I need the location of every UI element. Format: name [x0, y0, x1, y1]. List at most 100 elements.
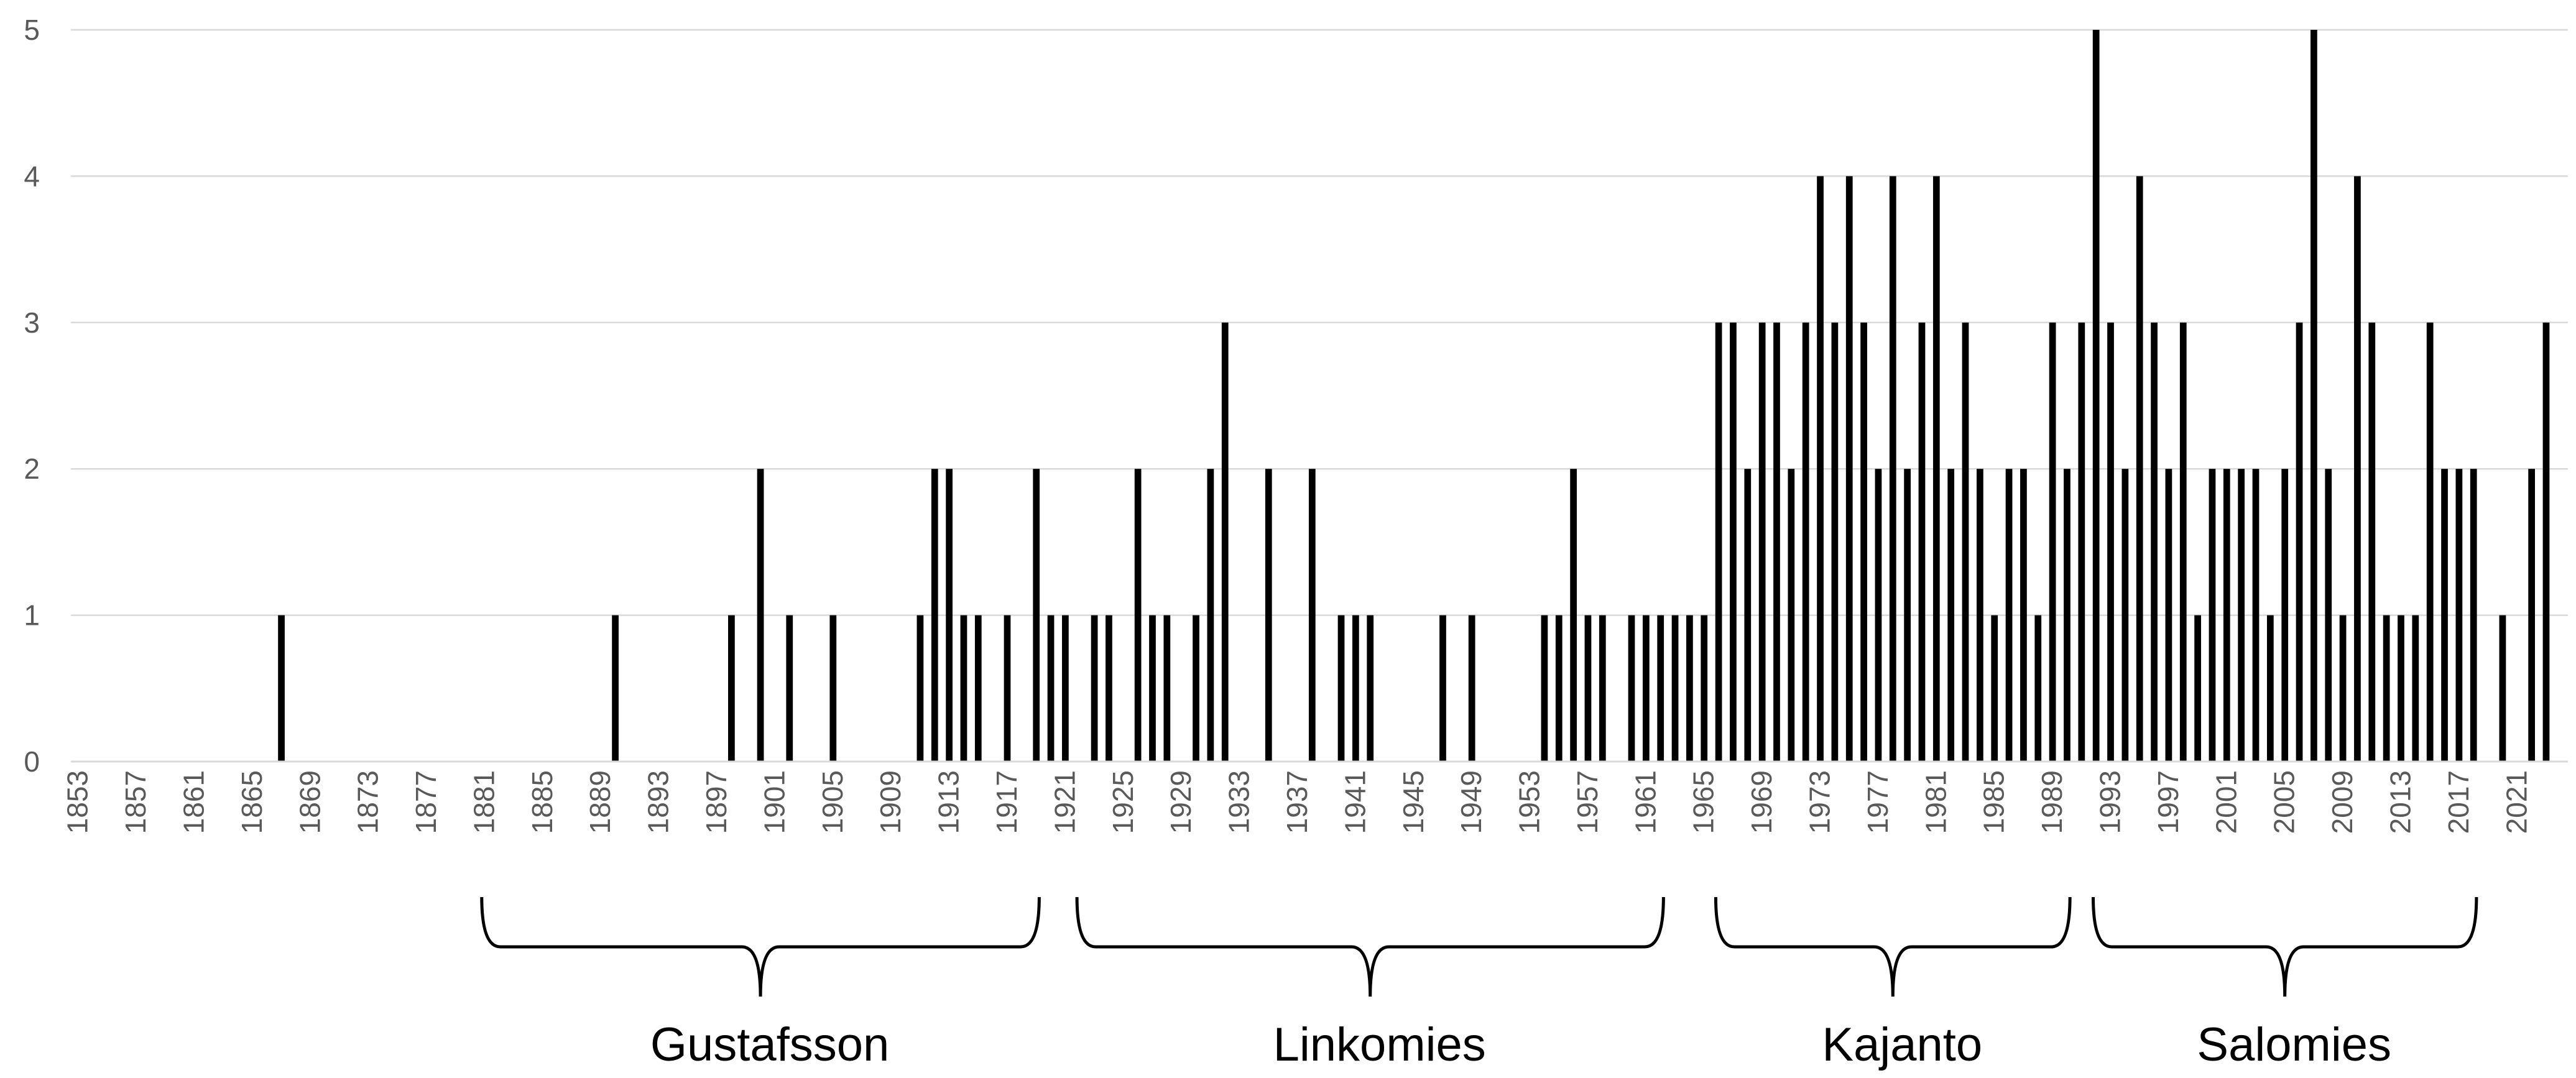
- period-brace: [2091, 896, 2478, 997]
- bar-2008: [2325, 469, 2332, 762]
- x-tick-label: 1861: [177, 770, 210, 834]
- bar-1947: [1439, 615, 1446, 762]
- bar-1966: [1715, 322, 1722, 762]
- bar-1913: [946, 469, 953, 762]
- bar-1961: [1642, 615, 1650, 762]
- bars: [278, 30, 2550, 762]
- x-tick-label: 1933: [1223, 770, 1255, 834]
- x-tick-label: 1857: [119, 770, 152, 834]
- bar-2015: [2426, 322, 2434, 762]
- y-tick-label: 5: [24, 14, 40, 46]
- period-brace: [1714, 896, 2072, 997]
- bar-2004: [2266, 615, 2274, 762]
- bar-1932: [1221, 322, 1229, 762]
- bar-1997: [2165, 469, 2172, 762]
- bar-1983: [1962, 322, 1969, 762]
- bar-1938: [1308, 469, 1316, 762]
- bar-2011: [2368, 322, 2376, 762]
- bar-1970: [1773, 322, 1780, 762]
- bar-1940: [1337, 615, 1345, 762]
- bar-2020: [2499, 615, 2506, 762]
- period-label: Kajanto: [1822, 1018, 1982, 1071]
- bar-2002: [2238, 469, 2245, 762]
- x-tick-label: 1993: [2094, 770, 2126, 834]
- x-tick-label: 1881: [468, 770, 500, 834]
- y-tick-label: 1: [24, 599, 40, 632]
- x-tick-label: 1929: [1165, 770, 1197, 834]
- x-tick-label: 1925: [1107, 770, 1139, 834]
- x-tick-label: 1897: [700, 770, 732, 834]
- bar-1920: [1047, 615, 1055, 762]
- x-tick-label: 2009: [2326, 770, 2358, 834]
- bar-1900: [757, 469, 764, 762]
- bar-1965: [1701, 615, 1708, 762]
- bar-1984: [1977, 469, 1983, 762]
- bar-1921: [1062, 615, 1069, 762]
- x-axis-tick-labels: 1853 1857 1861 1865 1869 1873 1877 1881 1885 1889…: [62, 770, 2533, 834]
- x-tick-label: 1885: [526, 770, 558, 834]
- x-tick-label: 1981: [1919, 770, 1952, 834]
- bar-1968: [1744, 469, 1752, 762]
- bar-1982: [1947, 469, 1955, 762]
- bar-1958: [1599, 615, 1606, 762]
- bar-1979: [1904, 469, 1911, 762]
- x-tick-label: 1921: [1048, 770, 1081, 834]
- x-tick-label: 1901: [758, 770, 790, 834]
- y-tick-label: 0: [24, 745, 40, 778]
- x-tick-label: 1969: [1745, 770, 1778, 834]
- bar-1917: [1004, 615, 1011, 762]
- x-tick-label: 2001: [2210, 770, 2242, 834]
- bar-1957: [1584, 615, 1592, 762]
- bar-1890: [612, 615, 619, 762]
- x-tick-label: 1949: [1455, 770, 1487, 834]
- bar-1974: [1831, 322, 1839, 762]
- bar-1987: [2020, 469, 2027, 762]
- bar-1954: [1541, 615, 1548, 762]
- bar-1911: [916, 615, 924, 762]
- x-tick-label: 1909: [874, 770, 907, 834]
- x-tick-label: 1893: [642, 770, 675, 834]
- bar-1914: [960, 615, 967, 762]
- bar-1998: [2179, 322, 2187, 762]
- bar-1867: [278, 615, 285, 762]
- x-tick-label: 1945: [1397, 770, 1429, 834]
- bar-1967: [1730, 322, 1737, 762]
- bar-1981: [1932, 176, 1940, 762]
- x-tick-label: 1905: [816, 770, 849, 834]
- x-tick-label: 1865: [236, 770, 268, 834]
- period-label: Gustafsson: [650, 1018, 889, 1071]
- bar-1926: [1134, 469, 1142, 762]
- x-tick-label: 1973: [1804, 770, 1836, 834]
- y-tick-label: 3: [24, 306, 40, 339]
- bar-1927: [1149, 615, 1156, 762]
- bar-1964: [1686, 615, 1693, 762]
- bar-2000: [2209, 469, 2216, 762]
- bar-1924: [1106, 615, 1112, 762]
- bar-2018: [2470, 469, 2477, 762]
- bar-1990: [2064, 469, 2070, 762]
- x-tick-label: 1961: [1629, 770, 1661, 834]
- x-tick-label: 1985: [1978, 770, 2010, 834]
- bar-1956: [1570, 469, 1577, 762]
- bar-1977: [1875, 469, 1882, 762]
- x-tick-label: 1873: [352, 770, 384, 834]
- bar-1991: [2078, 322, 2085, 762]
- bar-1994: [2121, 469, 2129, 762]
- bar-1928: [1163, 615, 1171, 762]
- bar-1962: [1657, 615, 1664, 762]
- bar-2023: [2542, 322, 2550, 762]
- period-braces: Gustafsson Linkomies Kajanto Salomies: [480, 896, 2478, 1071]
- bar-1942: [1367, 615, 1374, 762]
- bar-1902: [786, 615, 793, 762]
- bar-1986: [2005, 469, 2013, 762]
- x-tick-label: 1869: [293, 770, 326, 834]
- x-tick-label: 1997: [2152, 770, 2184, 834]
- bar-1992: [2092, 30, 2100, 762]
- bar-1969: [1758, 322, 1766, 762]
- bar-2007: [2311, 30, 2317, 762]
- y-axis-tick-labels: 0 1 2 3 4 5: [24, 14, 40, 778]
- bar-1989: [2049, 322, 2056, 762]
- period-label: Linkomies: [1273, 1018, 1486, 1071]
- x-tick-label: 1941: [1339, 770, 1371, 834]
